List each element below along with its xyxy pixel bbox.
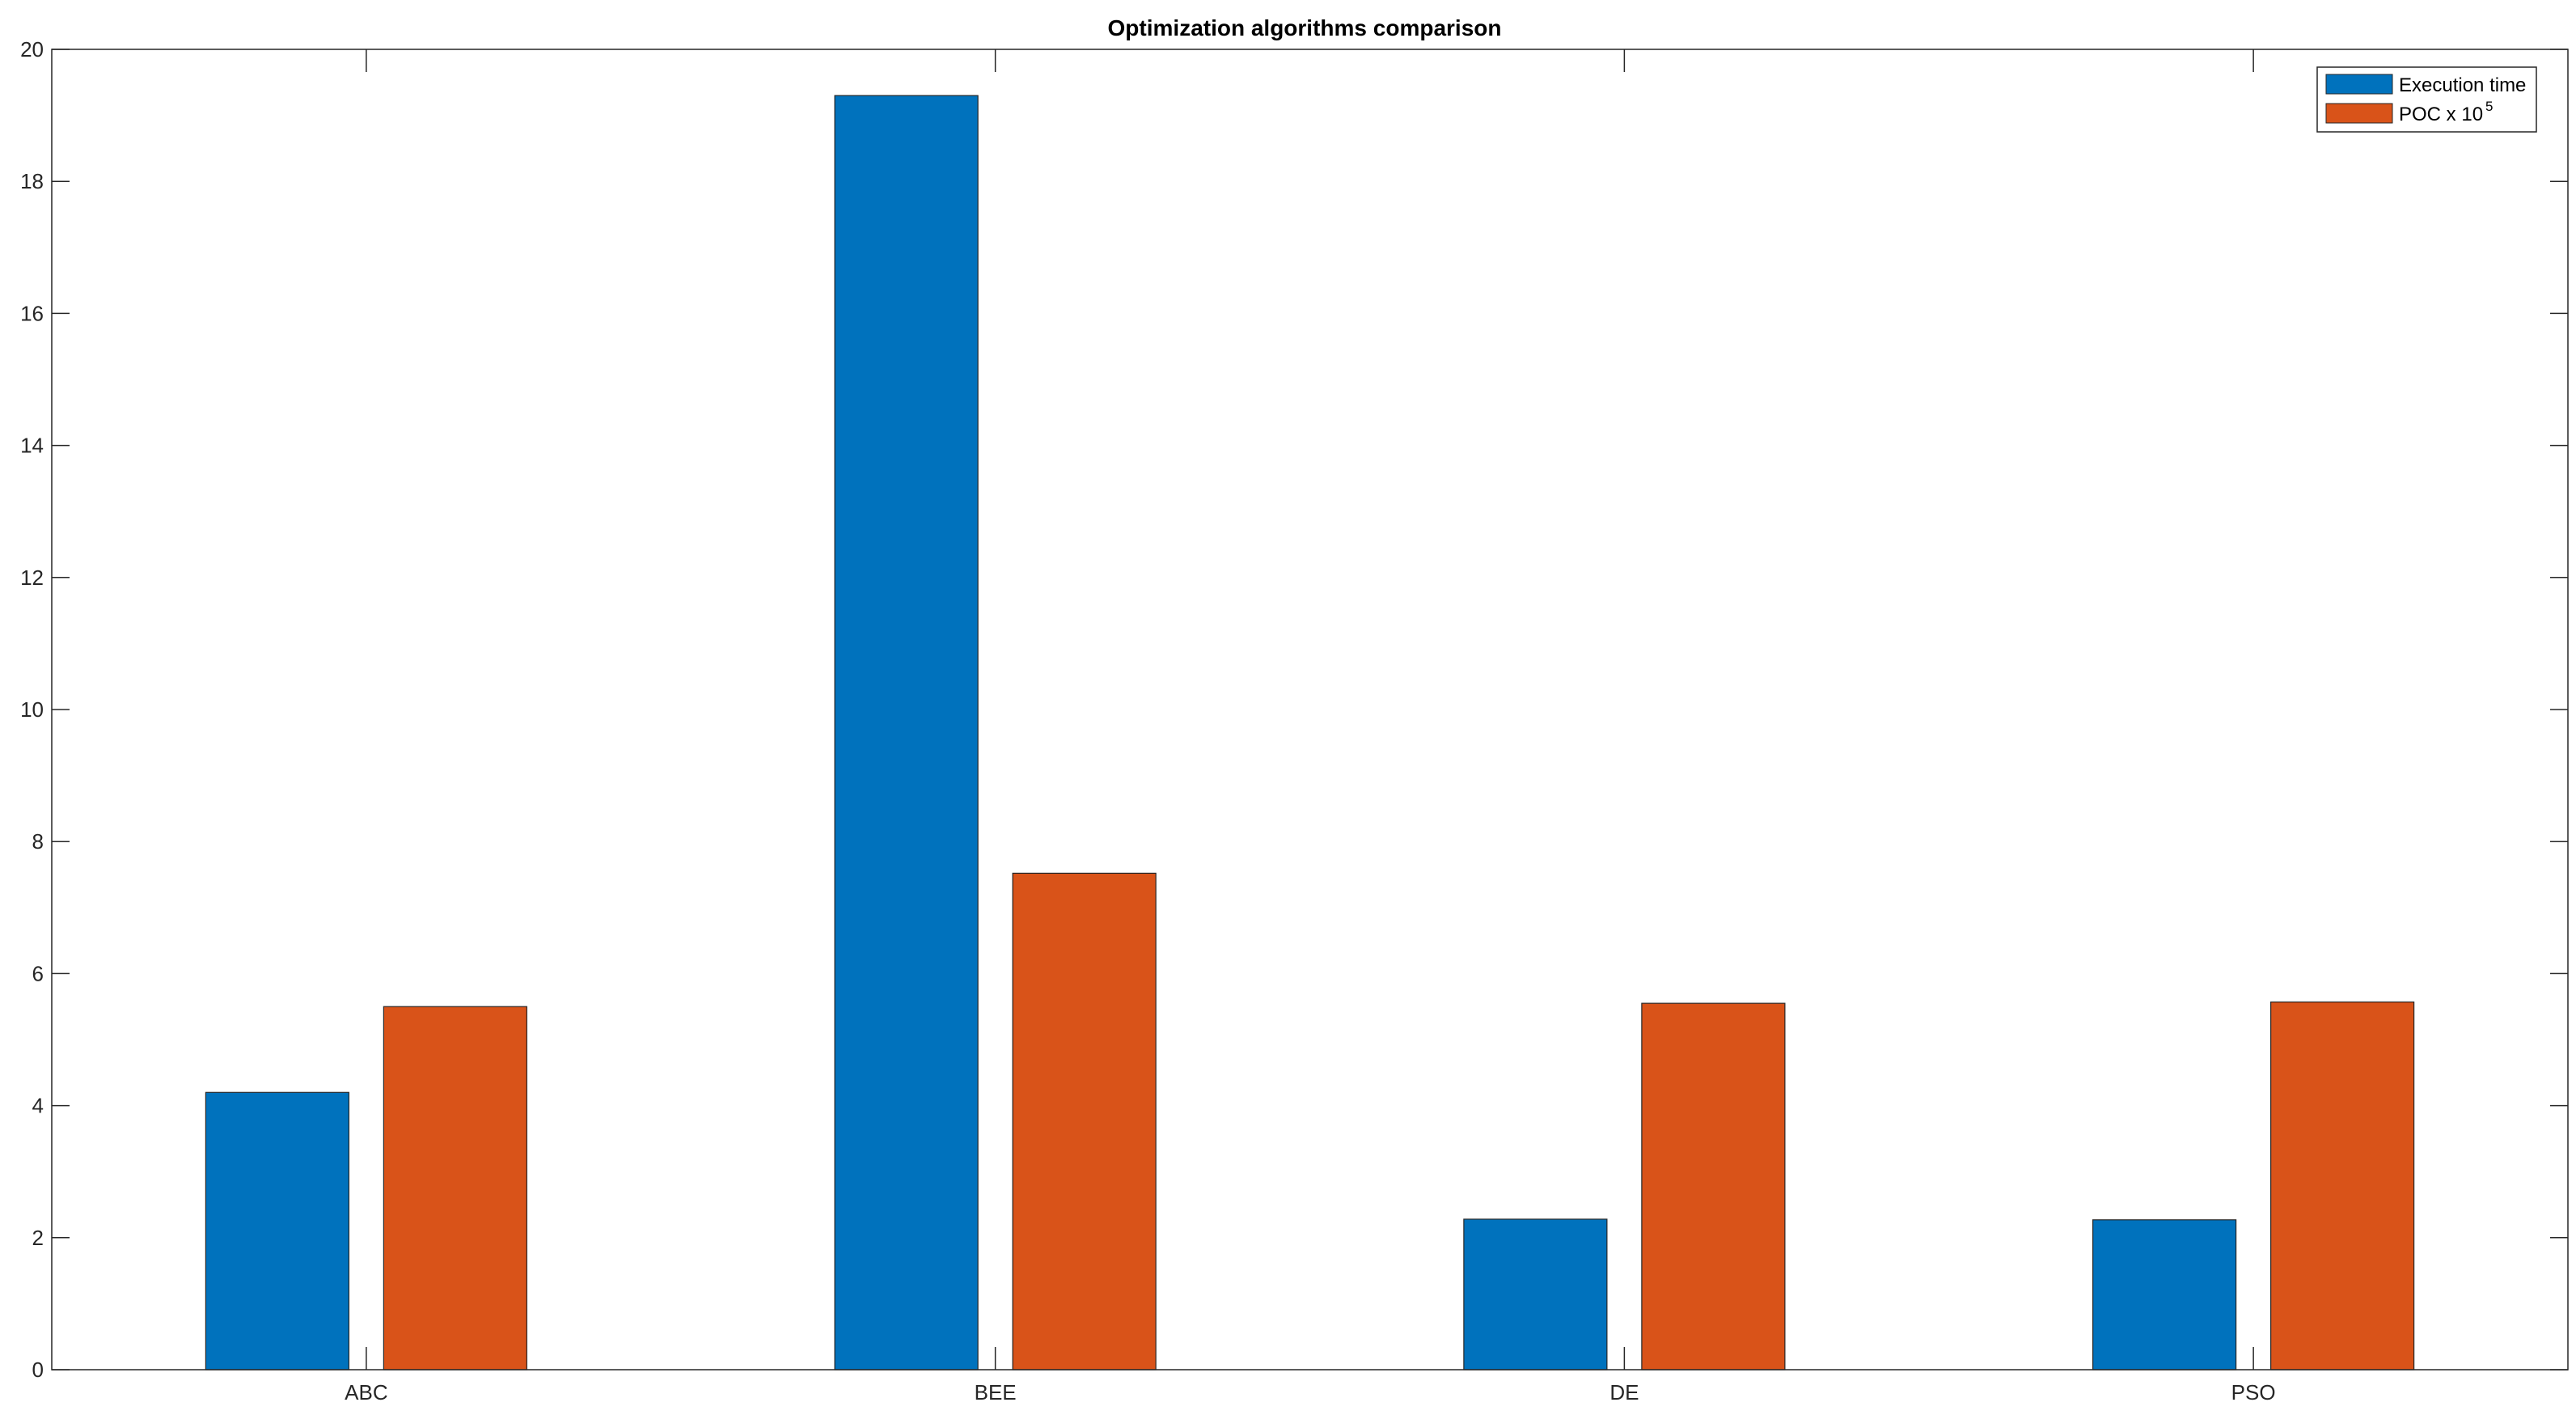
- legend-swatch-poc: [2325, 103, 2393, 124]
- x-tick-label-pso: PSO: [2231, 1380, 2276, 1404]
- y-tick-label: 10: [20, 697, 44, 722]
- legend-swatch-execution-time: [2325, 74, 2393, 95]
- y-tick-label: 6: [32, 961, 44, 985]
- legend-label-poc-base: POC x 10: [2399, 104, 2483, 125]
- x-tick-label-bee: BEE: [975, 1380, 1017, 1404]
- y-tick-label: 0: [32, 1358, 44, 1382]
- y-tick-label: 20: [20, 37, 44, 61]
- y-tick-label: 8: [32, 829, 44, 854]
- bar-pso-series-1: [2092, 1219, 2237, 1371]
- bar-abc-series-2: [383, 1006, 527, 1371]
- bar-abc-series-1: [205, 1091, 349, 1371]
- bar-de-series-2: [1641, 1002, 1786, 1371]
- bar-de-series-1: [1463, 1218, 1608, 1371]
- y-tick-label: 2: [32, 1226, 44, 1250]
- legend-label-poc-superscript: 5: [2485, 99, 2493, 114]
- bar-bee-series-1: [834, 95, 979, 1371]
- y-tick-label: 18: [20, 169, 44, 193]
- y-tick-label: 12: [20, 566, 44, 590]
- axes-layer: 0 2 4 6 8 10 12 14 16 18 20 ABC BEE DE PSO: [20, 37, 2569, 1404]
- bar-pso-series-2: [2270, 1001, 2415, 1371]
- y-tick-label: 4: [32, 1094, 44, 1118]
- y-tick-label: 16: [20, 301, 44, 325]
- legend-label-execution-time: Execution time: [2399, 74, 2526, 96]
- chart-title: Optimization algorithms comparison: [1108, 15, 1502, 40]
- y-tick-label: 14: [20, 434, 44, 458]
- x-tick-label-abc: ABC: [345, 1380, 387, 1404]
- bars-layer: [205, 95, 2415, 1371]
- x-tick-label-de: DE: [1609, 1380, 1639, 1404]
- bar-bee-series-2: [1012, 872, 1157, 1371]
- legend: Execution time POC x 10 5: [2316, 66, 2537, 133]
- legend-label-poc: POC x 10 5: [2399, 99, 2494, 125]
